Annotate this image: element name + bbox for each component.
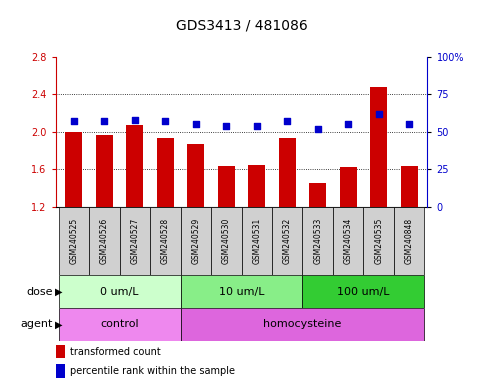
Bar (302, 207, 333, 275)
Bar (157, 138, 174, 207)
Bar (150, 207, 181, 275)
Text: dose: dose (27, 287, 53, 297)
Point (405, 121, 413, 127)
Bar (340, 167, 356, 207)
Text: GSM240534: GSM240534 (344, 218, 353, 264)
Text: control: control (100, 319, 139, 329)
Point (192, 121, 199, 127)
Point (70, 118, 78, 124)
Bar (56, 344, 65, 358)
Text: 10 um/L: 10 um/L (219, 287, 264, 297)
Bar (211, 207, 242, 275)
Text: GSM240533: GSM240533 (313, 218, 322, 264)
Bar (181, 275, 302, 308)
Bar (120, 207, 150, 275)
Text: ▶: ▶ (55, 319, 63, 329)
Bar (309, 183, 326, 207)
Bar (401, 166, 417, 207)
Bar (56, 364, 65, 378)
Text: 100 um/L: 100 um/L (337, 287, 390, 297)
Bar (218, 166, 235, 207)
Bar (89, 207, 120, 275)
Bar (370, 87, 387, 207)
Text: 0 um/L: 0 um/L (100, 287, 139, 297)
Bar (181, 207, 211, 275)
Text: GSM240526: GSM240526 (100, 218, 109, 264)
Text: GSM240527: GSM240527 (130, 218, 139, 264)
Text: GSM240535: GSM240535 (374, 218, 383, 264)
Text: homocysteine: homocysteine (263, 319, 341, 329)
Point (253, 123, 261, 129)
Text: GSM240525: GSM240525 (70, 218, 78, 264)
Point (375, 111, 383, 117)
Bar (242, 207, 272, 275)
Text: GSM240529: GSM240529 (191, 218, 200, 264)
Bar (333, 207, 363, 275)
Bar (272, 207, 302, 275)
Text: transformed count: transformed count (70, 347, 160, 357)
Bar (66, 132, 82, 207)
Point (100, 118, 108, 124)
Bar (279, 138, 296, 207)
Point (222, 123, 230, 129)
Text: GSM240532: GSM240532 (283, 218, 292, 264)
Point (284, 118, 291, 124)
Text: ▶: ▶ (55, 287, 63, 297)
Text: agent: agent (21, 319, 53, 329)
Text: GSM240530: GSM240530 (222, 218, 231, 264)
Point (314, 126, 322, 132)
Text: GSM240531: GSM240531 (252, 218, 261, 264)
Bar (248, 165, 265, 207)
Bar (302, 275, 425, 308)
Text: GSM240848: GSM240848 (405, 218, 413, 264)
Bar (96, 135, 113, 207)
Bar (58, 308, 181, 341)
Bar (127, 125, 143, 207)
Point (131, 117, 139, 123)
Bar (187, 144, 204, 207)
Bar (58, 275, 181, 308)
Text: GSM240528: GSM240528 (161, 218, 170, 264)
Point (161, 118, 169, 124)
Bar (394, 207, 425, 275)
Text: GDS3413 / 481086: GDS3413 / 481086 (176, 19, 307, 33)
Point (344, 121, 352, 127)
Text: percentile rank within the sample: percentile rank within the sample (70, 366, 235, 376)
Bar (58, 207, 89, 275)
Bar (363, 207, 394, 275)
Bar (181, 308, 425, 341)
